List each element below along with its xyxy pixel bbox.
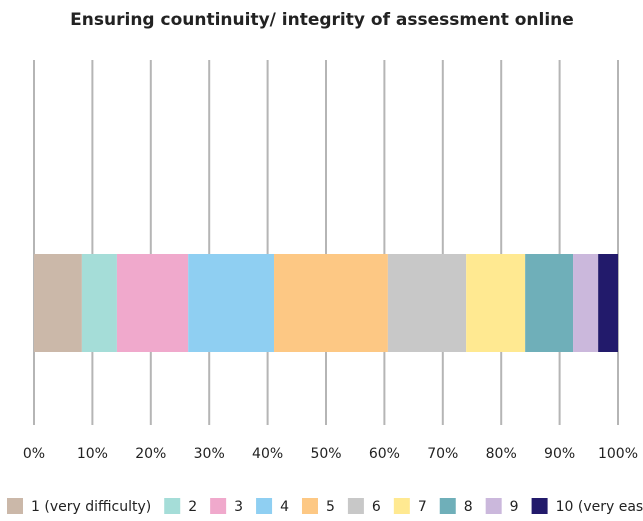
legend-label: 1 (very difficulty) <box>31 499 151 515</box>
x-tick-label: 50% <box>310 446 341 462</box>
legend-label: 5 <box>326 499 335 515</box>
bar-segment <box>81 254 117 352</box>
legend-label: 7 <box>418 499 427 515</box>
legend-swatch <box>210 498 227 514</box>
bar-segment <box>274 254 388 352</box>
chart-title: Ensuring countinuity/ integrity of asses… <box>70 10 574 30</box>
bar-segment <box>387 254 467 352</box>
legend-label: 10 (very easy) <box>556 499 643 515</box>
legend-label: 4 <box>280 499 289 515</box>
legend-swatch <box>485 498 502 514</box>
bar-segment <box>525 254 574 352</box>
bar-segment <box>188 254 275 352</box>
x-tick-label: 0% <box>23 446 45 462</box>
x-tick-label: 40% <box>252 446 283 462</box>
legend-label: 3 <box>234 499 243 515</box>
legend-swatch <box>301 498 318 514</box>
legend-swatch <box>347 498 364 514</box>
legend-swatch <box>256 498 273 514</box>
bar-segment <box>598 254 618 352</box>
x-tick-label: 100% <box>598 446 638 462</box>
legend-swatch <box>7 498 23 514</box>
x-tick-label: 70% <box>427 446 458 462</box>
bar-segment <box>116 254 189 352</box>
x-tick-label: 30% <box>194 446 225 462</box>
bar-segment <box>34 254 82 352</box>
legend-swatch <box>164 498 181 514</box>
x-tick-label: 10% <box>77 446 108 462</box>
legend-label: 6 <box>372 499 381 515</box>
x-tick-label: 60% <box>369 446 400 462</box>
legend-swatch <box>531 498 548 514</box>
x-tick-label: 20% <box>135 446 166 462</box>
x-tick-label: 90% <box>544 446 575 462</box>
bar-segment <box>573 254 599 352</box>
legend-swatch <box>439 498 456 514</box>
legend-label: 9 <box>510 499 519 515</box>
bar-segment <box>466 254 526 352</box>
legend-swatch <box>393 498 410 514</box>
legend-label: 8 <box>464 499 473 515</box>
x-tick-label: 80% <box>486 446 517 462</box>
legend-label: 2 <box>188 499 197 515</box>
